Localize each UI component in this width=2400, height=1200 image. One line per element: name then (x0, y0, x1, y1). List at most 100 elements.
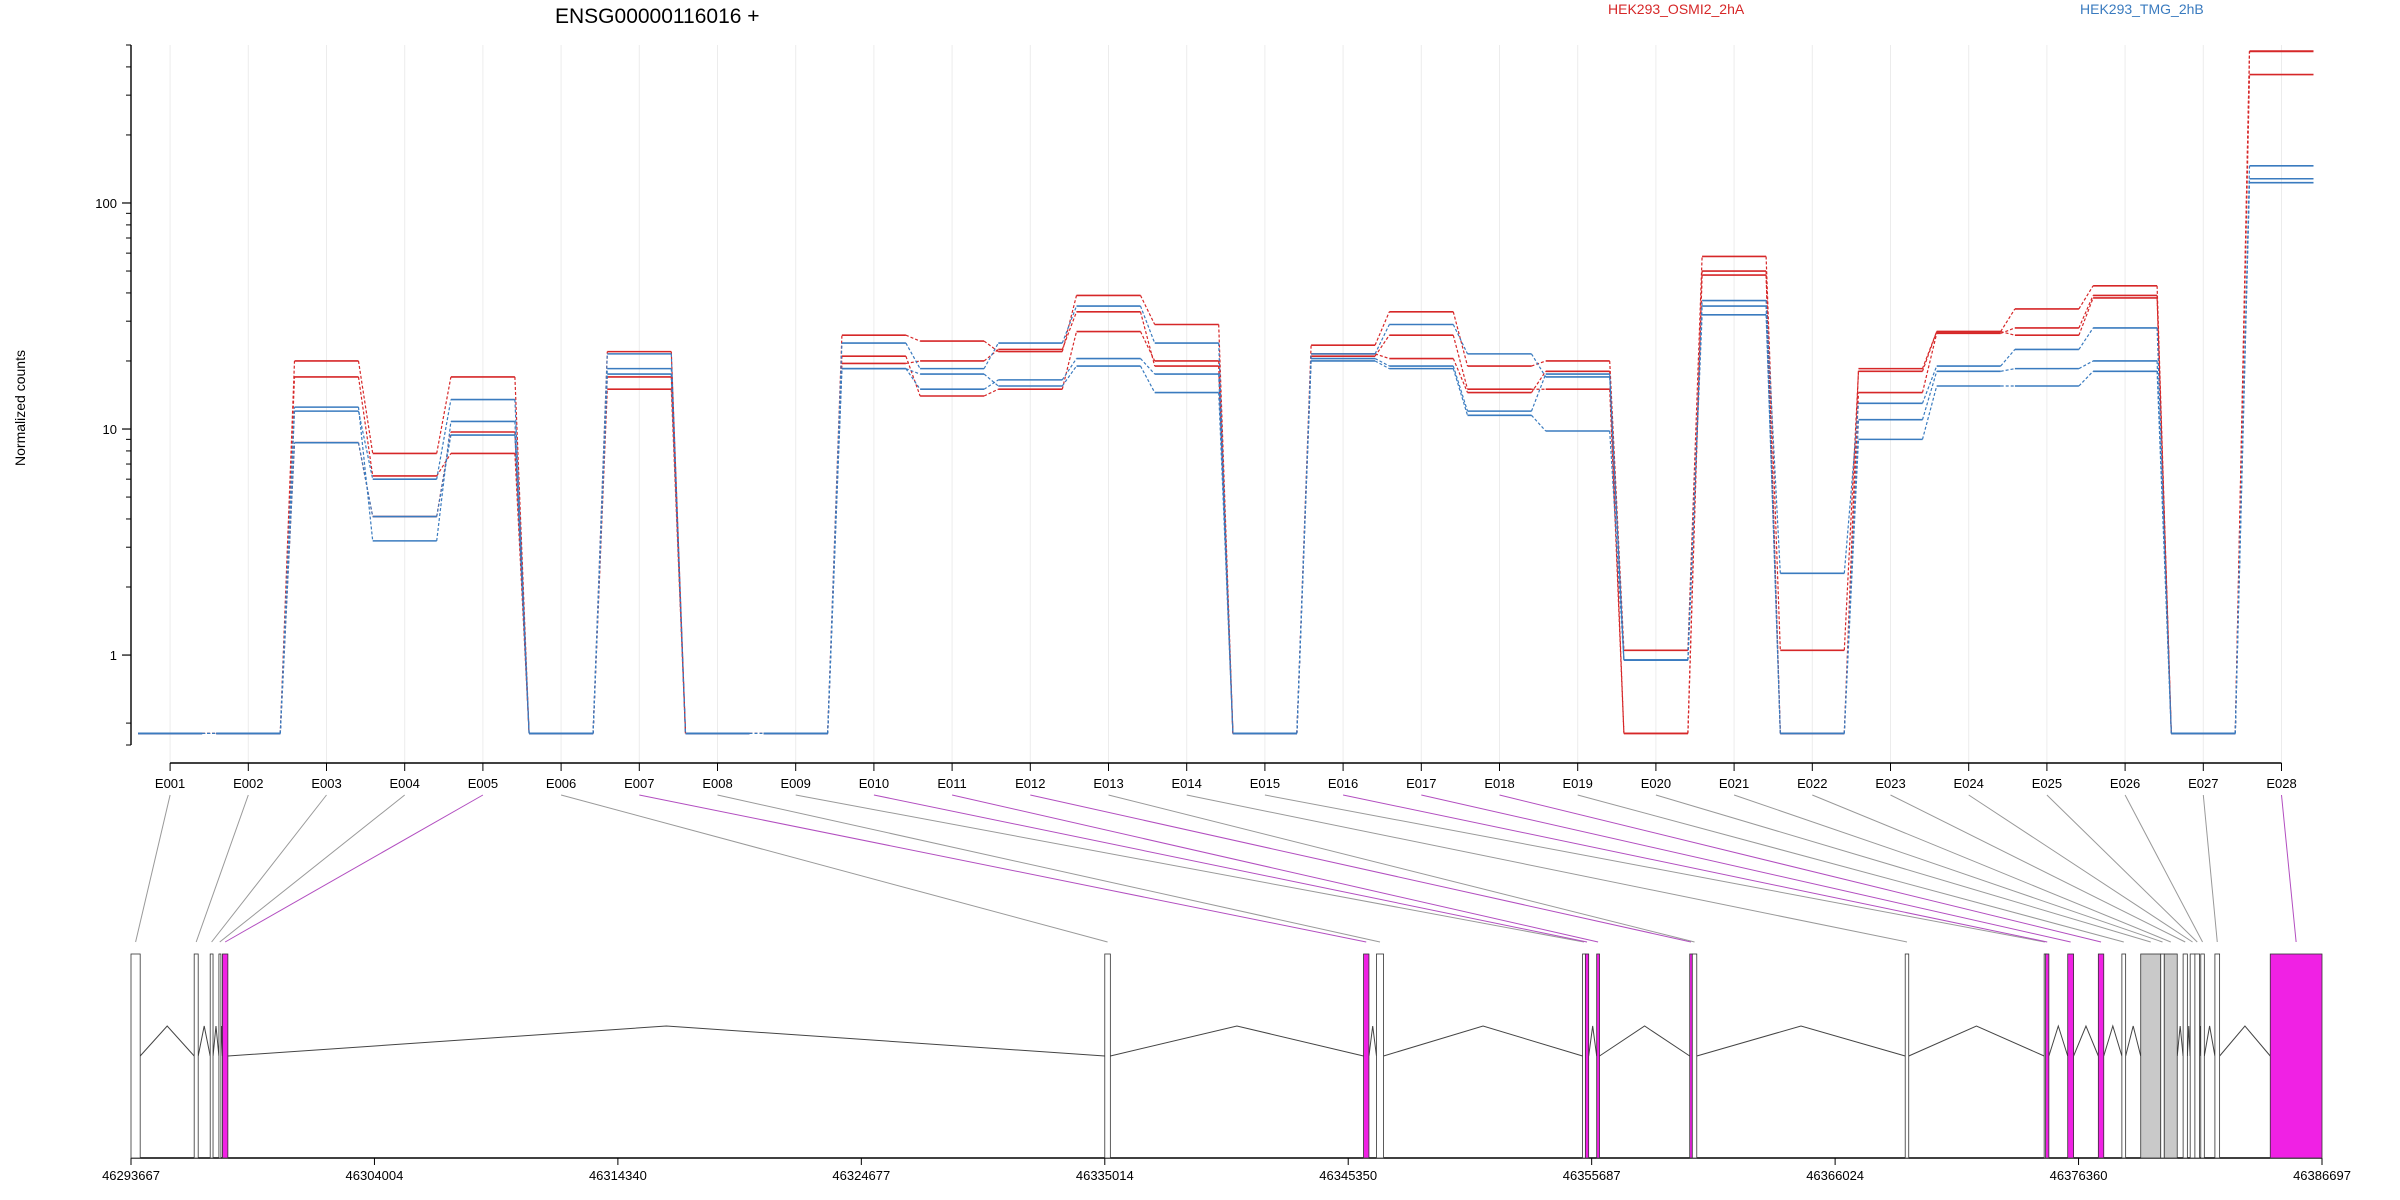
intron-E007-E008 (1368, 1025, 1377, 1057)
x-tick-label-E021: E021 (1719, 776, 1749, 791)
intron-E023-E024 (2186, 1025, 2191, 1057)
series-3-step-12 (1061, 311, 1078, 350)
intron-E018-E019 (2103, 1024, 2123, 1057)
x-tick-label-E005: E005 (468, 776, 498, 791)
series-1-step-21 (1765, 256, 1781, 651)
series-6-step-25 (2078, 370, 2094, 387)
series-6-step-21 (1765, 314, 1781, 734)
series-3-step-14 (1218, 365, 1234, 734)
series-1-step-4 (436, 376, 452, 454)
gene-axis-label-46293667: 46293667 (102, 1168, 160, 1183)
series-2 (138, 73, 2314, 735)
connector-E008 (717, 794, 1381, 943)
series-5-step-4 (436, 421, 452, 541)
gene-axis-label-46345350: 46345350 (1319, 1168, 1377, 1183)
series-2-step-4 (436, 453, 452, 477)
x-tick-label-E025: E025 (2032, 776, 2062, 791)
series-1-step-9 (827, 335, 843, 734)
gene-axis-label-46304004: 46304004 (346, 1168, 404, 1183)
series-2-step-11 (983, 388, 999, 397)
series-1-step-20 (1687, 256, 1703, 651)
series-3 (138, 50, 2314, 735)
connector-E027 (2202, 794, 2218, 943)
intron-E001-E002 (139, 1025, 195, 1057)
series-1-step-16 (1374, 311, 1390, 346)
x-tick-label-E012: E012 (1015, 776, 1045, 791)
series-6-step-18 (1531, 414, 1547, 432)
exon-box-E016 (2045, 953, 2050, 1159)
series-3-step-20 (1687, 271, 1703, 734)
intron-E027-E028 (2219, 1025, 2271, 1057)
series-6-step-15 (1296, 360, 1312, 734)
series-2-step-17 (1452, 335, 1469, 390)
series-3-step-27 (2234, 51, 2251, 734)
x-tick-label-E013: E013 (1093, 776, 1123, 791)
series-6-step-7 (670, 353, 687, 734)
exon-box-E010 (1584, 953, 1590, 1159)
x-tick-label-E027: E027 (2188, 776, 2218, 791)
series-1-step-11 (983, 340, 999, 353)
intron-E026-E027 (2203, 1025, 2216, 1057)
series-2-step-23 (1921, 333, 1938, 393)
x-tick-label-E017: E017 (1406, 776, 1436, 791)
connector-E024 (1968, 794, 2193, 943)
legend-entry-osmi: HEK293_OSMI2_2hA (1608, 1, 1745, 17)
series-4-step-3 (357, 411, 374, 480)
series-1-step-10 (905, 334, 921, 342)
connector-E022 (1812, 794, 2171, 943)
intron-E013-E014 (1696, 1025, 1906, 1057)
series-1-step-18 (1531, 360, 1546, 367)
connector-E026 (2124, 794, 2203, 943)
exon-box-E013 (1691, 953, 1698, 1159)
intron-E019-E020 (2125, 1025, 2142, 1057)
series-4-step-12 (1061, 305, 1078, 344)
series-4-step-22 (1843, 403, 1860, 574)
gene-model: 46293667 46304004 46314340 46324677 46335014… (102, 953, 2351, 1183)
series-6-step-20 (1687, 314, 1703, 661)
connector-E007 (639, 794, 1367, 943)
series-6-step-22 (1843, 439, 1860, 734)
x-tick-label-E018: E018 (1484, 776, 1514, 791)
gene-axis-label-46355687: 46355687 (1563, 1168, 1621, 1183)
exon-box-E026 (2200, 953, 2205, 1159)
series-3-step-11 (983, 348, 999, 362)
series-1-step-13 (1139, 295, 1156, 325)
x-tick-label-E001: E001 (155, 776, 185, 791)
connector-E005 (224, 794, 484, 943)
series-5-step-12 (1061, 358, 1077, 381)
connector-E014 (1186, 794, 1908, 943)
series-1 (138, 50, 2314, 735)
y-tick-label-10: 10 (103, 422, 117, 437)
series-3-step-25 (2078, 297, 2094, 336)
series-4-step-10 (905, 342, 921, 369)
exon-box-E007 (1363, 953, 1370, 1159)
series-5-step-2 (279, 407, 296, 734)
series-5-step-24 (2000, 368, 2016, 372)
series-6-step-14 (1218, 392, 1234, 734)
x-tick-label-E011: E011 (937, 776, 966, 791)
legend-entry-tmg: HEK293_TMG_2hB (2080, 1, 2204, 17)
x-tick-label-E004: E004 (390, 776, 420, 791)
series-5-step-3 (357, 407, 374, 541)
exon-box-E014 (1904, 953, 1910, 1159)
intron-E008-E009 (1383, 1025, 1583, 1057)
series-6-step-10 (905, 368, 921, 375)
exon-box-E003 (209, 953, 214, 1159)
series-6 (138, 181, 2314, 735)
series-3-step-24 (2000, 330, 2016, 336)
series-6-step-3 (357, 442, 374, 517)
y-axis-label: Normalized counts (12, 350, 28, 466)
connector-E004 (219, 794, 406, 943)
connector-E002 (195, 794, 249, 943)
series-6-step-11 (983, 373, 999, 387)
series-4-step-24 (2000, 349, 2016, 367)
y-tick-label-100: 100 (95, 196, 117, 211)
connector-E019 (1577, 794, 2124, 943)
series-2-step-25 (2078, 295, 2094, 329)
exon-box-E027 (2214, 953, 2221, 1159)
series-6-step-4 (436, 434, 452, 517)
exon-box-E023 (2182, 953, 2188, 1159)
series-6-step-9 (827, 368, 843, 734)
gene-axis-label-46324677: 46324677 (832, 1168, 890, 1183)
axes: 1 10 100 E001 E002 E003 E004 E005 E006 E007 E008 E0… (95, 44, 2297, 791)
